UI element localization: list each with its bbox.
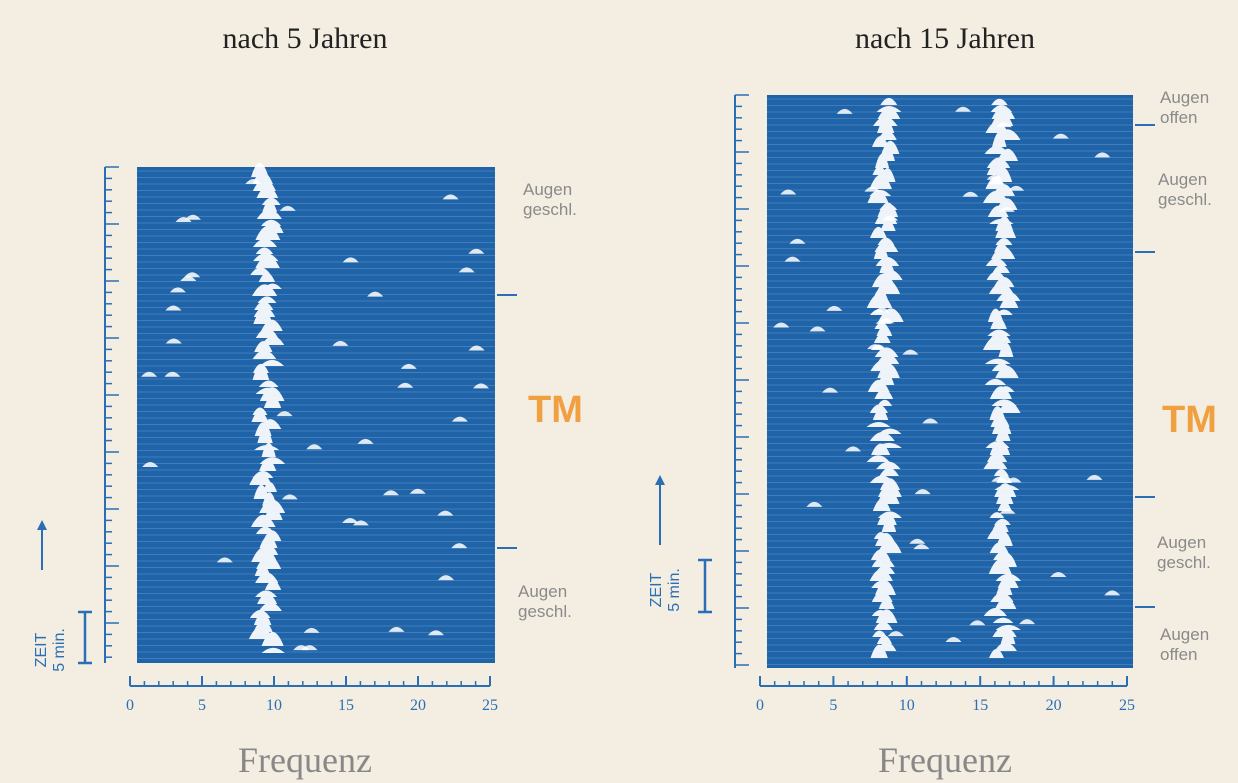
x-tick-label: 0	[126, 697, 134, 714]
spectral-panel	[767, 95, 1133, 668]
spectral-panel	[137, 167, 495, 663]
x-tick-label: 15	[338, 697, 354, 714]
state-annotation: TM	[528, 390, 583, 430]
x-tick-label: 25	[482, 697, 498, 714]
x-tick-label: 10	[266, 697, 282, 714]
x-tick-label: 25	[1119, 697, 1135, 714]
x-tick-label: 20	[1046, 697, 1062, 714]
state-annotation: Augen geschl.	[518, 582, 572, 622]
page: nach 5 JahrenFrequenz0510152025ZEIT5 min…	[0, 0, 1238, 783]
panel-title: nach 15 Jahren	[855, 22, 1035, 55]
x-tick-label: 10	[899, 697, 915, 714]
x-tick-label: 5	[829, 697, 837, 714]
state-annotation: Augen offen	[1160, 625, 1209, 665]
x-tick-label: 20	[410, 697, 426, 714]
time-label: ZEIT	[648, 572, 665, 607]
scale-label: 5 min.	[51, 628, 68, 672]
x-axis-label: Frequenz	[238, 740, 372, 780]
x-tick-label: 15	[972, 697, 988, 714]
x-axis-label: Frequenz	[878, 740, 1012, 780]
x-tick-label: 0	[756, 697, 764, 714]
panel-title: nach 5 Jahren	[223, 22, 388, 55]
state-annotation: Augen geschl.	[523, 180, 577, 220]
time-arrow-head	[37, 520, 47, 530]
state-annotation: TM	[1162, 400, 1217, 440]
scale-bracket	[698, 560, 712, 612]
state-annotation: Augen geschl.	[1158, 170, 1212, 210]
x-tick-label: 5	[198, 697, 206, 714]
scale-bracket	[78, 612, 92, 663]
state-annotation: Augen offen	[1160, 88, 1209, 128]
state-annotation: Augen geschl.	[1157, 533, 1211, 573]
figure: nach 5 JahrenFrequenz0510152025ZEIT5 min…	[0, 0, 1238, 783]
time-arrow-head	[655, 475, 665, 485]
scale-label: 5 min.	[666, 568, 683, 612]
time-label: ZEIT	[33, 632, 50, 667]
